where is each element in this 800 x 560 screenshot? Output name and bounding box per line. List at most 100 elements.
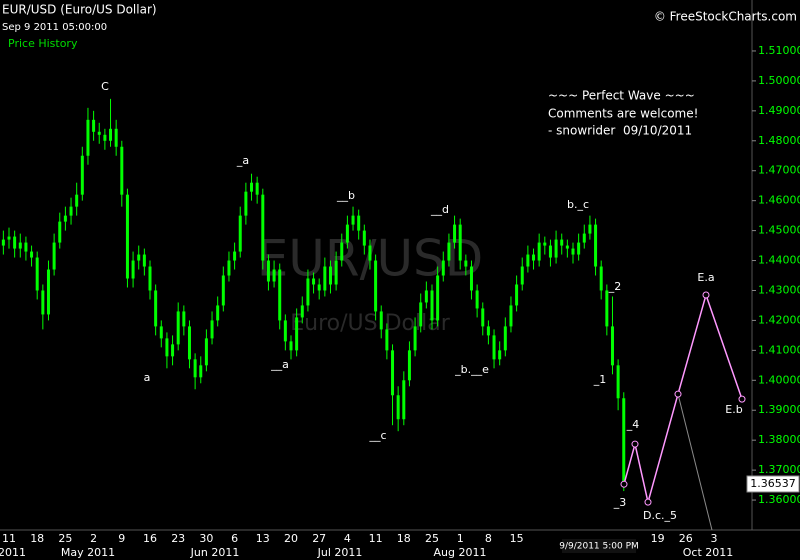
wave-point: [631, 440, 639, 448]
candle-body: [537, 242, 541, 261]
y-tick-label: 1.43000: [758, 283, 800, 296]
candle-body: [548, 245, 552, 258]
candle-body: [187, 326, 191, 360]
candle-body: [142, 254, 146, 267]
candle-body: [182, 311, 186, 327]
candle-body: [413, 326, 417, 351]
candle-body: [300, 305, 304, 318]
projection-line: [677, 393, 713, 530]
candle-body: [453, 224, 457, 243]
candle-body: [306, 278, 310, 306]
x-tick-label: 18: [30, 532, 44, 545]
candle-body: [255, 182, 259, 195]
chart-title: EUR/USD (Euro/US Dollar): [2, 3, 157, 17]
y-tick-label: 1.40000: [758, 373, 800, 386]
wave-label: D.c._5: [643, 509, 677, 522]
y-tick-label: 1.49000: [758, 104, 800, 117]
y-tick-label: 1.50000: [758, 74, 800, 87]
candle-body: [532, 254, 536, 261]
candle-body: [18, 242, 22, 249]
candle-body: [351, 215, 355, 225]
y-tick-label: 1.39000: [758, 403, 800, 416]
candle-body: [193, 359, 197, 378]
candle-body: [63, 215, 67, 222]
wave-label: __a: [270, 358, 289, 371]
candle-body: [599, 266, 603, 291]
candle-body: [159, 326, 163, 339]
x-tick-label: 2: [90, 532, 97, 545]
source: © FreeStockCharts.com: [654, 10, 797, 24]
month-label: Oct 2011: [683, 546, 734, 559]
wave-label: _a: [236, 154, 249, 167]
y-tick-label: 1.46000: [758, 194, 800, 207]
candle-body: [475, 290, 479, 309]
panel-label: Price History: [8, 37, 78, 50]
candle-body: [424, 290, 428, 303]
candle-body: [97, 131, 101, 135]
y-tick-label: 1.38000: [758, 433, 800, 446]
annotation: - snowrider 09/10/2011: [548, 124, 692, 138]
x-tick-label: 26: [679, 532, 693, 545]
wave-point: [702, 291, 710, 299]
wave-label: C: [101, 80, 109, 93]
wave-label: _4: [626, 418, 640, 431]
candle-body: [148, 266, 152, 291]
y-tick-label: 1.45000: [758, 224, 800, 237]
wave-point: [674, 390, 682, 398]
wave-point: [644, 498, 652, 506]
candle-body: [1, 239, 5, 246]
candle-body: [565, 245, 569, 249]
candle-body: [154, 290, 158, 327]
x-tick-label: 15: [510, 532, 524, 545]
candle-body: [554, 239, 558, 258]
month-label: Aug 2011: [434, 546, 487, 559]
candle-body: [92, 119, 96, 132]
candle-body: [289, 341, 293, 351]
candle-body: [131, 260, 135, 279]
candle-body: [396, 395, 400, 420]
candle-body: [385, 329, 389, 351]
wave-label: b._c: [567, 198, 589, 211]
wave-label: _3: [613, 496, 627, 509]
candle-body: [312, 278, 316, 285]
candle-body: [250, 182, 254, 192]
wave-label: a: [144, 371, 151, 384]
candle-body: [610, 326, 614, 366]
wave-label: __c: [368, 429, 386, 442]
candle-body: [238, 215, 242, 252]
candle-body: [419, 302, 423, 327]
month-label: May 2011: [61, 546, 115, 559]
y-tick-label: 1.51000: [758, 44, 800, 57]
wave-label: _2: [608, 280, 622, 293]
candle-body: [80, 155, 84, 195]
wave-label: E.b: [725, 403, 742, 416]
wave-label: __d: [430, 203, 449, 216]
candle-body: [509, 305, 513, 327]
annotation: Comments are welcome!: [548, 107, 698, 121]
candle-body: [283, 320, 287, 342]
candle-body: [176, 311, 180, 345]
candle-body: [458, 224, 462, 261]
x-tick-label: 13: [256, 532, 270, 545]
candle-body: [323, 266, 327, 291]
y-tick-label: 1.41000: [758, 343, 800, 356]
x-tick-label: 23: [171, 532, 185, 545]
plot-area: [1, 98, 746, 530]
x-tick-label: 16: [143, 532, 157, 545]
candle-body: [560, 239, 564, 246]
x-tick-label: 9: [118, 532, 125, 545]
x-tick-label: 19: [651, 532, 665, 545]
x-tick-label: 4: [344, 532, 351, 545]
candle-body: [605, 290, 609, 327]
chart-subtitle: Sep 9 2011 05:00:00: [2, 22, 107, 33]
candle-body: [244, 191, 248, 216]
candle-body: [334, 260, 338, 285]
candle-body: [221, 275, 225, 306]
candle-body: [526, 254, 530, 267]
candle-body: [137, 254, 141, 261]
x-tick-label: 3: [711, 532, 718, 545]
x-tick-label: 11: [369, 532, 383, 545]
candle-body: [272, 269, 276, 282]
y-tick-label: 1.37000: [758, 463, 800, 476]
candle-body: [317, 284, 321, 291]
